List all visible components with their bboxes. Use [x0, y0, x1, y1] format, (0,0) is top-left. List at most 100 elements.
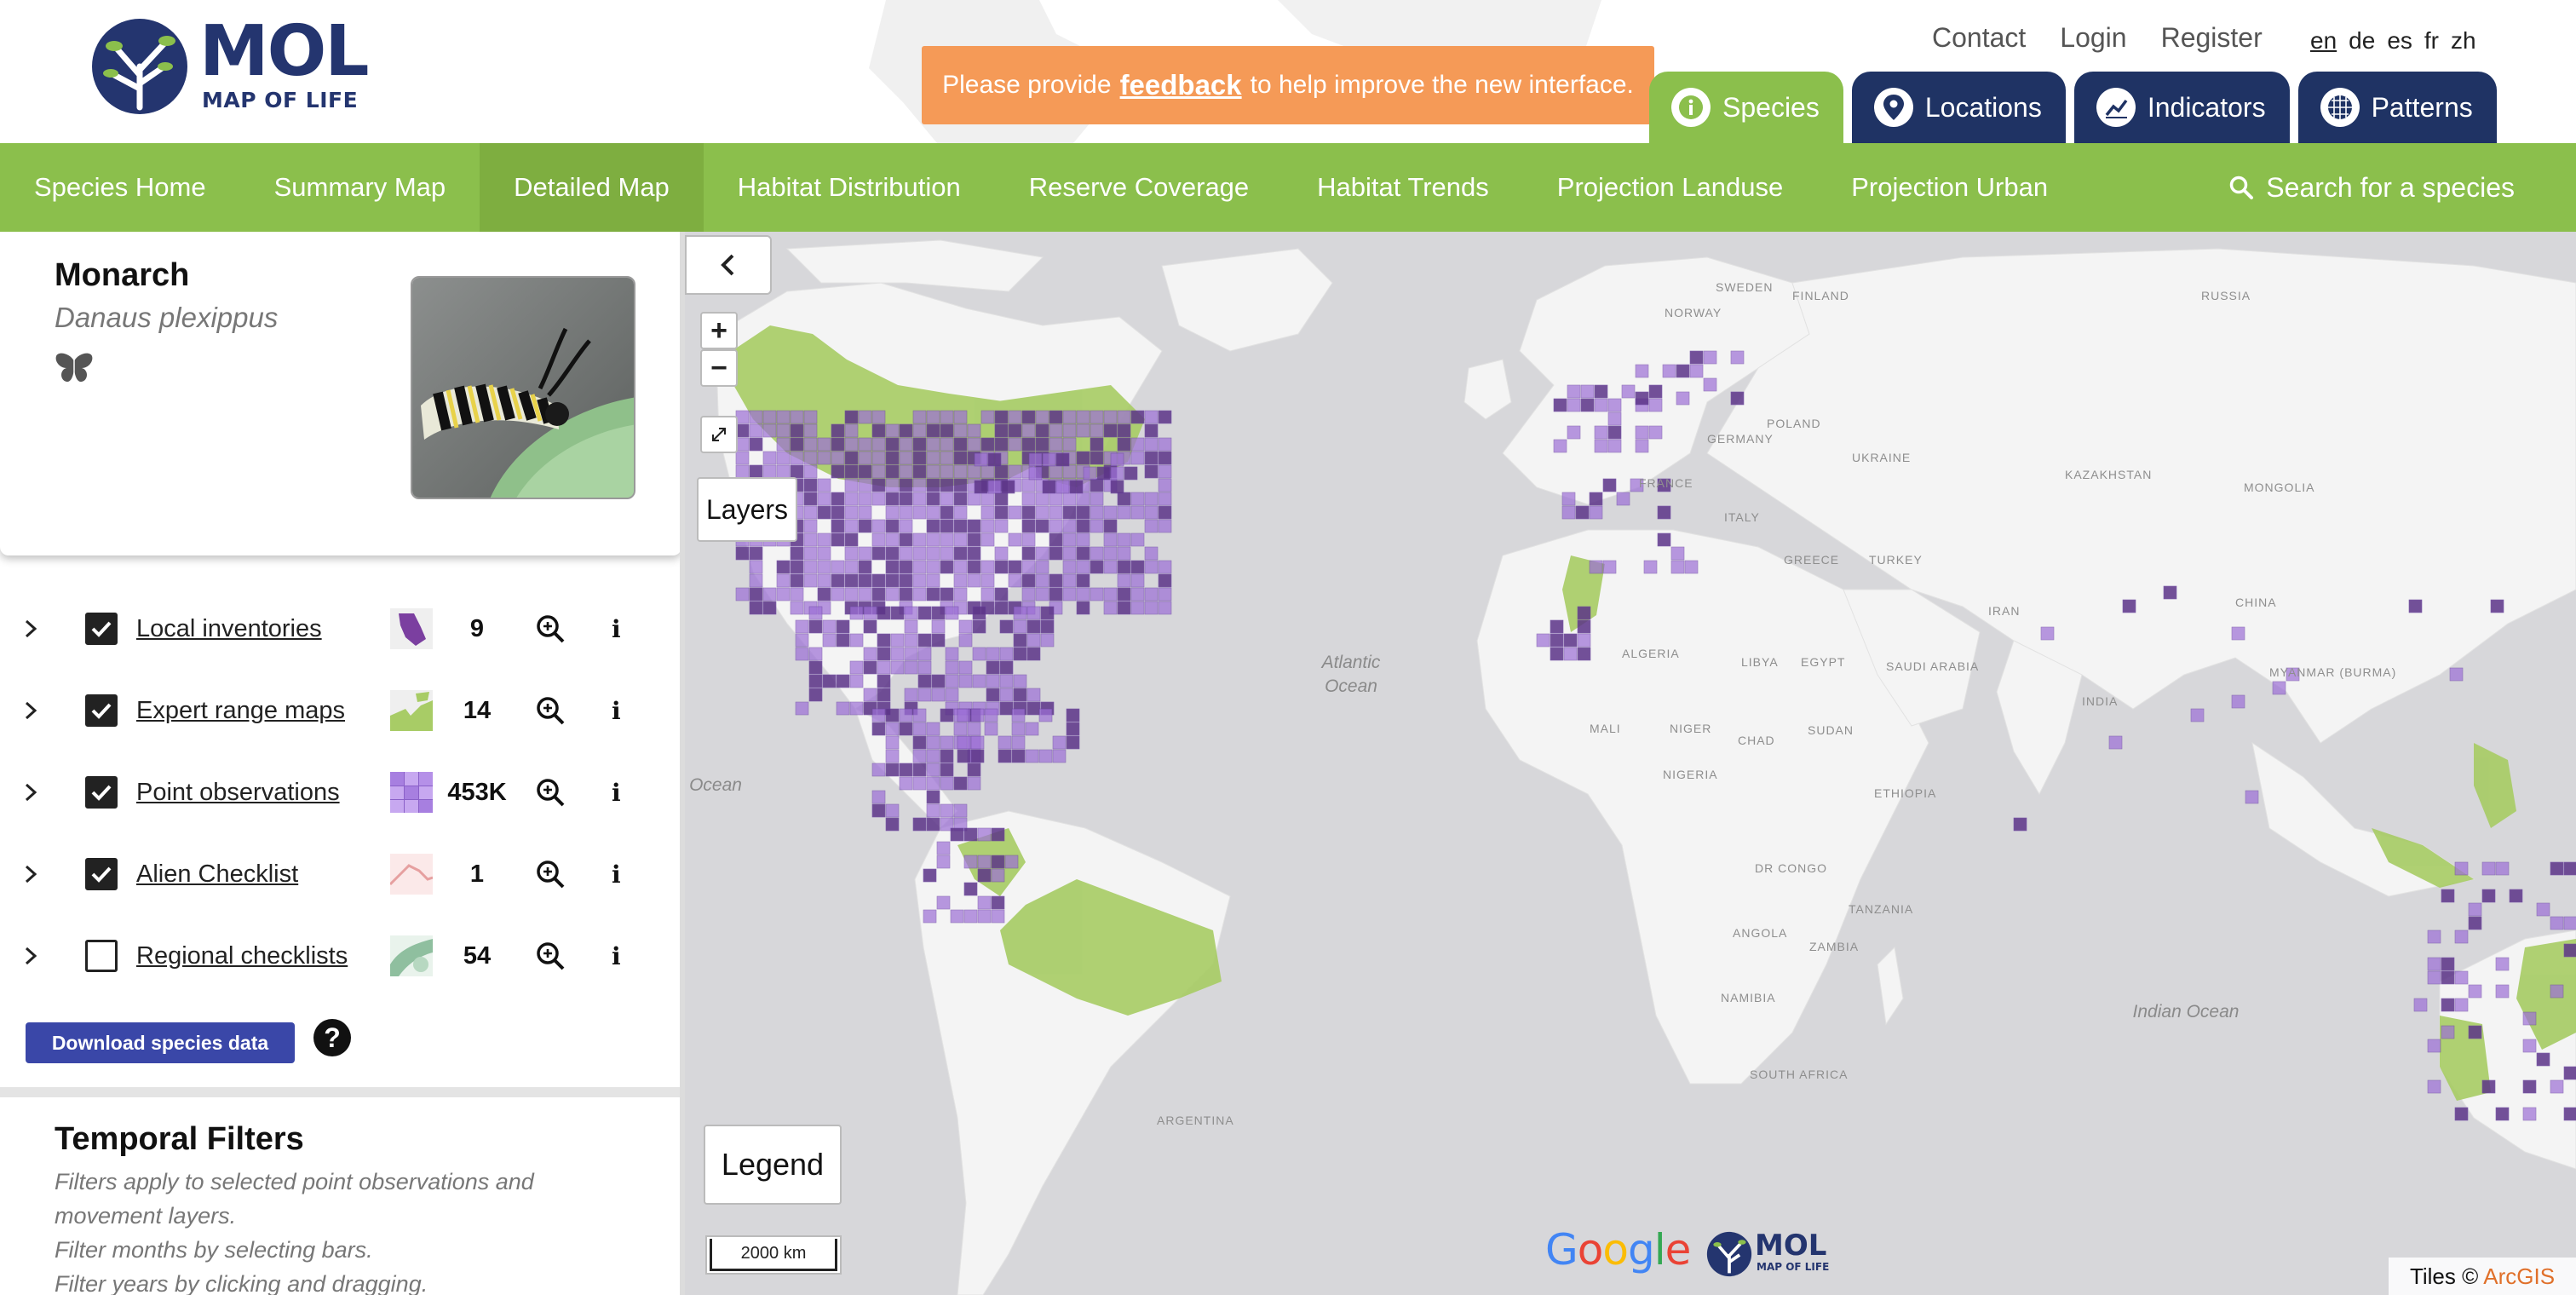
zoom-to-layer-icon[interactable] — [535, 613, 566, 644]
chevron-right-icon[interactable] — [22, 864, 39, 884]
contact-link[interactable]: Contact — [1932, 22, 2027, 53]
observation-cell — [2272, 681, 2286, 695]
chevron-right-icon[interactable] — [22, 782, 39, 803]
zoom-to-layer-icon[interactable] — [535, 695, 566, 726]
observation-cell — [1158, 573, 1172, 588]
layer-label[interactable]: Local inventories — [136, 614, 322, 642]
tab-locations[interactable]: Locations — [1851, 72, 2066, 143]
observation-cell — [817, 437, 831, 452]
tab-patterns[interactable]: Patterns — [2297, 72, 2497, 143]
collapse-sidebar-button[interactable] — [685, 235, 772, 295]
info-icon[interactable]: i — [612, 696, 621, 725]
observation-cell — [940, 437, 954, 452]
nav-habitat-distribution[interactable]: Habitat Distribution — [737, 172, 961, 202]
observation-cell — [2509, 889, 2523, 903]
help-icon[interactable]: ? — [313, 1019, 351, 1056]
login-link[interactable]: Login — [2060, 22, 2127, 53]
observation-cell — [940, 519, 954, 533]
fullscreen-button[interactable] — [700, 416, 738, 453]
zoom-in-button[interactable]: + — [700, 312, 738, 349]
species-photo[interactable] — [411, 276, 635, 499]
observation-cell — [1684, 560, 1699, 574]
lang-fr[interactable]: fr — [2424, 27, 2439, 54]
zoom-to-layer-icon[interactable] — [535, 941, 566, 971]
nav-summary-map[interactable]: Summary Map — [273, 172, 446, 202]
observation-cell — [1021, 573, 1036, 588]
layers-button[interactable]: Layers — [697, 477, 797, 542]
lang-de[interactable]: de — [2349, 27, 2376, 54]
nav-projection-urban[interactable]: Projection Urban — [1851, 172, 2049, 202]
observation-cell — [844, 410, 859, 424]
observation-cell — [912, 410, 927, 424]
observation-cell — [1144, 546, 1159, 561]
layer-checkbox[interactable] — [85, 613, 118, 645]
observation-cell — [977, 909, 992, 924]
temporal-help-line: Filter months by selecting bars. — [55, 1237, 373, 1263]
observation-cell — [2441, 970, 2455, 985]
observation-cell — [980, 464, 995, 479]
layer-label[interactable]: Point observations — [136, 778, 340, 806]
chevron-right-icon[interactable] — [22, 619, 39, 639]
layer-checkbox[interactable] — [85, 940, 118, 972]
download-species-data-button[interactable]: Download species data — [26, 1022, 295, 1063]
nav-habitat-trends[interactable]: Habitat Trends — [1317, 172, 1489, 202]
layer-label[interactable]: Regional checklists — [136, 941, 348, 970]
zoom-to-layer-icon[interactable] — [535, 777, 566, 808]
observation-cell — [885, 722, 900, 736]
country-label: CHINA — [2235, 596, 2277, 609]
world-map[interactable]: SWEDEN FINLAND NORWAY RUSSIA GERMANY POL… — [685, 232, 2576, 1295]
observation-cell — [953, 451, 968, 465]
observation-cell — [836, 633, 850, 648]
observation-cell — [2454, 1107, 2469, 1121]
info-icon[interactable]: i — [612, 860, 621, 889]
arcgis-link[interactable]: ArcGIS — [2483, 1263, 2556, 1289]
temporal-filters-title: Temporal Filters — [55, 1121, 304, 1157]
observation-cell — [1130, 492, 1145, 506]
info-icon[interactable]: i — [612, 614, 621, 643]
lang-es[interactable]: es — [2387, 27, 2412, 54]
layer-checkbox[interactable] — [85, 694, 118, 727]
zoom-to-layer-icon[interactable] — [535, 859, 566, 889]
nav-species-home[interactable]: Species Home — [34, 172, 206, 202]
observation-cell — [1028, 466, 1043, 481]
observation-cell — [817, 478, 831, 492]
observation-cell — [2563, 943, 2576, 958]
info-icon[interactable]: i — [612, 941, 621, 970]
zoom-out-button[interactable]: − — [700, 349, 738, 387]
observation-cell — [1035, 519, 1049, 533]
tab-species[interactable]: Species — [1649, 72, 1843, 143]
lang-en[interactable]: en — [2310, 27, 2337, 54]
lang-zh[interactable]: zh — [2451, 27, 2476, 54]
nav-reserve-coverage[interactable]: Reserve Coverage — [1028, 172, 1250, 202]
observation-cell — [2468, 902, 2482, 917]
layer-label[interactable]: Alien Checklist — [136, 860, 299, 888]
caterpillar-image — [412, 278, 634, 498]
mol-logo[interactable]: MOL MAP OF LIFE — [89, 15, 370, 118]
observation-cell — [790, 451, 804, 465]
observation-cell — [945, 660, 959, 675]
layer-label[interactable]: Expert range maps — [136, 696, 346, 724]
globe-tree-icon — [1706, 1231, 1752, 1277]
legend-button[interactable]: Legend — [704, 1125, 842, 1205]
info-icon[interactable]: i — [612, 778, 621, 807]
observation-cell — [974, 452, 988, 467]
species-search[interactable]: Search for a species — [2228, 143, 2515, 232]
observation-cell — [2441, 889, 2455, 903]
layer-checkbox[interactable] — [85, 858, 118, 890]
observation-cell — [917, 633, 932, 648]
map-view[interactable]: SWEDEN FINLAND NORWAY RUSSIA GERMANY POL… — [685, 232, 2576, 1295]
observation-cell — [831, 560, 845, 574]
nav-detailed-map[interactable]: Detailed Map — [480, 143, 704, 232]
chevron-right-icon[interactable] — [22, 700, 39, 721]
chevron-right-icon[interactable] — [22, 946, 39, 966]
nav-projection-landuse[interactable]: Projection Landuse — [1556, 172, 1784, 202]
register-link[interactable]: Register — [2160, 22, 2263, 53]
sidebar-resize-edge[interactable] — [680, 232, 685, 1295]
observation-cell — [1130, 437, 1145, 452]
feedback-link[interactable]: feedback — [1119, 69, 1242, 101]
observation-cell — [912, 451, 927, 465]
layer-checkbox[interactable] — [85, 776, 118, 809]
tab-indicators[interactable]: Indicators — [2073, 72, 2290, 143]
observation-cell — [899, 532, 913, 547]
observation-cell — [2427, 957, 2441, 971]
